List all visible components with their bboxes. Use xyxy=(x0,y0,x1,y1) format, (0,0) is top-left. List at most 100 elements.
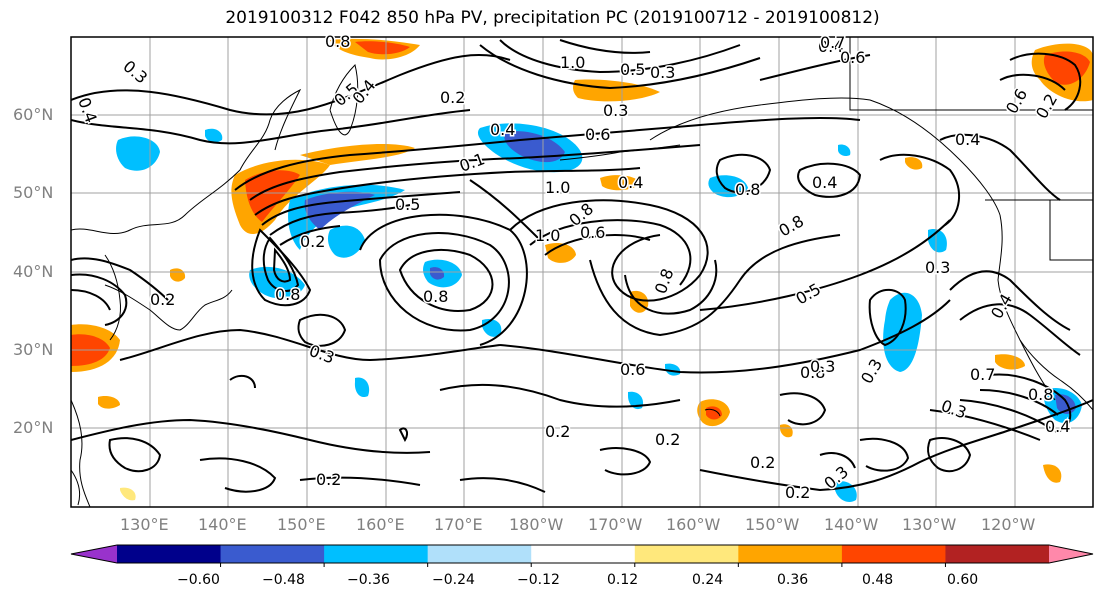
lon-label: 130°E xyxy=(120,515,169,534)
colorbar-segment xyxy=(117,545,222,563)
contour-label: 0.2 xyxy=(316,470,341,489)
lon-label: 150°W xyxy=(745,515,800,534)
shade-negative xyxy=(116,136,160,171)
shade-positive xyxy=(995,354,1025,370)
border-alaska xyxy=(849,37,1093,111)
colorbar-segment xyxy=(324,545,429,563)
colorbar-segment xyxy=(738,545,843,563)
contour-label: 1.0 xyxy=(535,226,560,245)
colorbar-tick-label: 0.12 xyxy=(607,572,639,588)
lon-label: 160°E xyxy=(356,515,405,534)
shade-positive xyxy=(355,41,410,55)
colorbar-segment xyxy=(841,545,946,563)
coast-kamchatka xyxy=(329,64,359,136)
contour-label: 0.6 xyxy=(580,223,605,242)
map-frame xyxy=(70,36,1094,508)
coast-japan xyxy=(104,284,233,331)
coast-baja xyxy=(1019,339,1056,401)
coast-asia xyxy=(71,88,302,234)
contour-label: 0.8 xyxy=(735,180,760,199)
contour-label: 0.5 xyxy=(793,279,825,308)
contour-label: 0.6 xyxy=(585,125,610,144)
contour-label: 1.0 xyxy=(545,178,570,197)
contour-label: 0.3 xyxy=(650,63,675,82)
colorbar-tick-label: 0.48 xyxy=(862,572,894,588)
colorbar-tick-label: −0.60 xyxy=(177,572,220,588)
figure-title: 2019100312 F042 850 hPa PV, precipitatio… xyxy=(225,8,880,28)
lon-label: 170°W xyxy=(588,515,643,534)
shade-positive xyxy=(1043,51,1090,85)
coastlines xyxy=(71,37,1093,507)
lat-label: 50°N xyxy=(13,183,54,202)
lat-label: 20°N xyxy=(13,418,54,437)
contour-label: 0.4 xyxy=(618,173,643,192)
contour-label: 0.8 xyxy=(800,363,825,382)
contour-label: 0.4 xyxy=(812,173,837,192)
shade-positive xyxy=(120,487,136,501)
coast-korea xyxy=(104,254,121,341)
shade-positive xyxy=(600,175,640,191)
coast-philippines xyxy=(71,469,81,506)
contour-label: 0.7 xyxy=(820,33,845,52)
contour-label: 0.3 xyxy=(810,357,835,376)
shade-positive xyxy=(170,268,186,282)
contour-label: 0.1 xyxy=(457,149,487,176)
shade-positive xyxy=(98,395,120,409)
colorbar xyxy=(70,544,1094,567)
lon-label: 180°W xyxy=(509,515,564,534)
contour-label: 0.4 xyxy=(490,120,515,139)
shade-positive xyxy=(1043,464,1062,483)
contour-label: 0.4 xyxy=(955,130,980,149)
shade-negative xyxy=(205,128,223,143)
map-plot-area xyxy=(71,37,1093,507)
contour-label: 0.3 xyxy=(925,258,950,277)
lon-label: 120°W xyxy=(981,515,1036,534)
colorbar-tick-label: −0.12 xyxy=(517,572,560,588)
colorbar-segment xyxy=(634,545,739,563)
contour-label: 0.6 xyxy=(1002,85,1031,117)
lon-label: 140°W xyxy=(824,515,879,534)
shade-positive xyxy=(905,157,923,170)
contour-label: 0.2 xyxy=(1032,90,1061,122)
lat-label: 30°N xyxy=(13,340,54,359)
lon-label: 160°W xyxy=(666,515,721,534)
colorbar-tick-label: 0.24 xyxy=(692,572,724,588)
lon-label: 140°E xyxy=(198,515,247,534)
coast-china-south xyxy=(71,399,91,507)
shade-negative xyxy=(838,144,851,157)
contour-label: 0.3 xyxy=(857,355,886,387)
coast-na-west xyxy=(997,214,1093,411)
contour-label: 0.8 xyxy=(1028,385,1053,404)
coast-alaska xyxy=(649,97,1001,216)
colorbar-outline xyxy=(70,544,1094,564)
contour-label: 0.2 xyxy=(150,290,175,309)
colorbar-extend-low xyxy=(71,545,117,563)
contour-label: 0.2 xyxy=(300,232,325,251)
contour-label: 0.4 xyxy=(987,290,1016,322)
shade-negative xyxy=(430,267,445,280)
contour-label: 0.2 xyxy=(655,430,680,449)
contour-label: 0.2 xyxy=(440,88,465,107)
contour-label: 0.2 xyxy=(750,453,775,472)
shade-positive xyxy=(630,290,649,313)
contour-label: 0.5 xyxy=(395,195,420,214)
colorbar-tick-label: −0.48 xyxy=(262,572,305,588)
pv-contours xyxy=(71,39,1093,493)
lat-label: 60°N xyxy=(13,105,54,124)
colorbar-tick-label: 0.60 xyxy=(947,572,979,588)
border-states xyxy=(1049,200,1093,261)
colorbar-tick-label: 0.36 xyxy=(777,572,809,588)
shade-negative xyxy=(327,225,365,258)
lon-label: 170°E xyxy=(434,515,483,534)
contour-label: 0.8 xyxy=(423,287,448,306)
shade-negative xyxy=(665,363,681,376)
shade-positive xyxy=(545,243,576,263)
contour-label: 0.7 xyxy=(970,365,995,384)
graticule xyxy=(71,37,1093,507)
contour-label: 0.6 xyxy=(840,48,865,67)
shade-negative xyxy=(628,391,644,410)
contour-label: 0.4 xyxy=(349,76,380,108)
lon-label: 150°E xyxy=(277,515,326,534)
shade-negative xyxy=(354,377,370,398)
